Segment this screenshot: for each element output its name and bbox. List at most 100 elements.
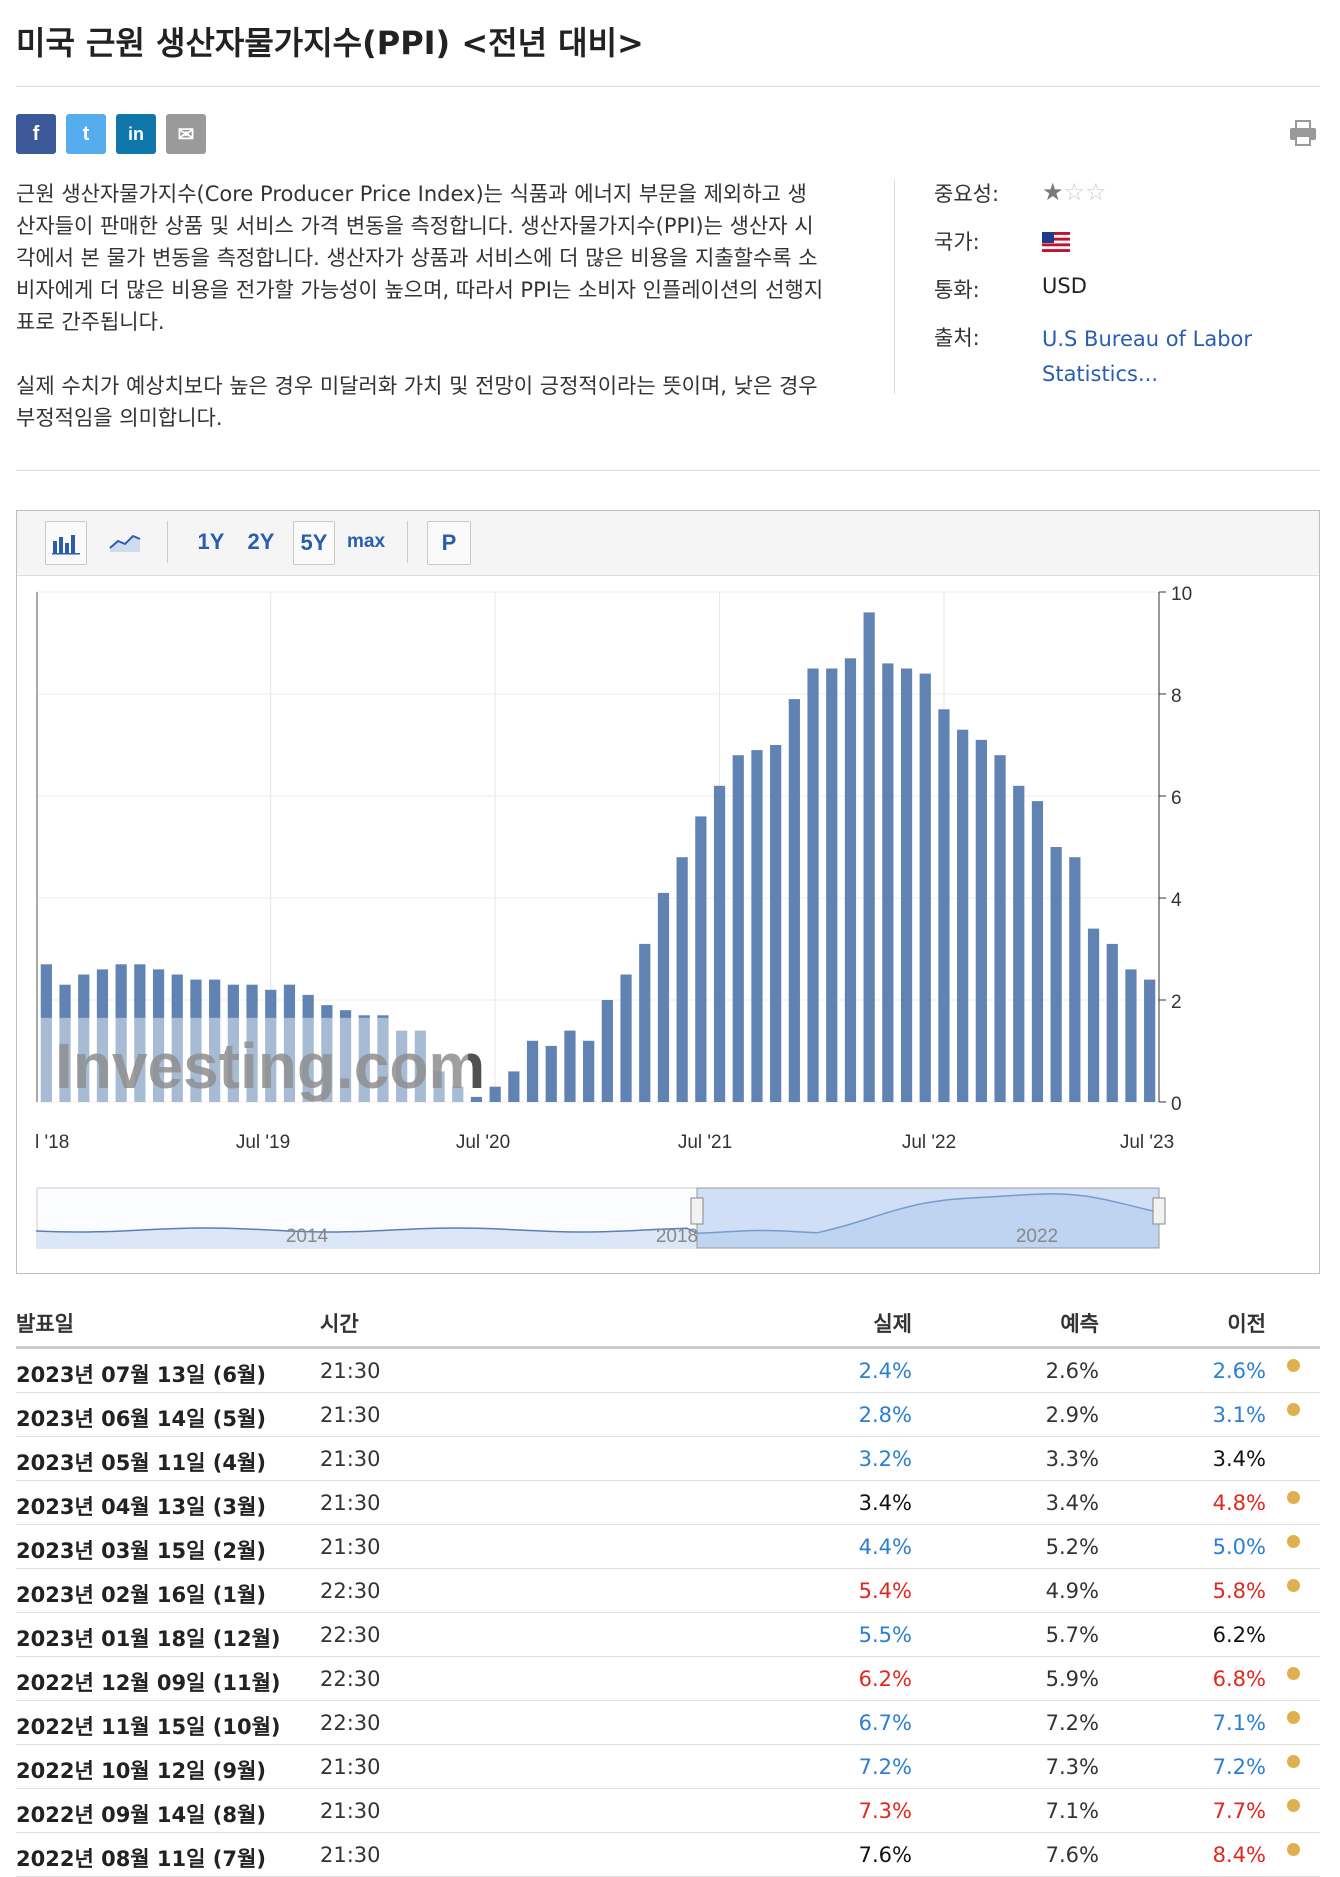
column-header-actual: 실제 (873, 1312, 912, 1336)
release-time: 22:30 (320, 1711, 381, 1735)
toolbar-separator (407, 521, 408, 563)
navigator-handle-left[interactable] (690, 1197, 704, 1225)
previous-value: 6.2% (1212, 1623, 1266, 1647)
previous-value: 5.0% (1212, 1535, 1266, 1559)
chart-panel: 1Y 2Y 5Y max P 0 2 4 6 8 10 Investing.com l '18… (16, 510, 1320, 1274)
actual-value: 5.5% (858, 1623, 912, 1647)
revised-indicator-icon (1287, 1359, 1300, 1372)
forecast-value: 5.9% (1045, 1667, 1099, 1691)
email-share-button[interactable]: ✉ (166, 114, 206, 154)
bar (695, 816, 707, 1102)
previous-value: 8.4% (1212, 1843, 1266, 1867)
bar (452, 1086, 464, 1102)
actual-value: 6.2% (858, 1667, 912, 1691)
table-body: 2023년 07월 13일 (6월) 21:30 2.4% 2.6% 2.6% 2023년… (16, 1349, 1320, 1877)
bar-chart-icon (52, 535, 80, 555)
release-time: 21:30 (320, 1535, 381, 1559)
bar (152, 969, 165, 1102)
previous-value: 7.2% (1212, 1755, 1266, 1779)
p-button[interactable]: P (427, 521, 471, 565)
bar (508, 1071, 520, 1102)
bar (1144, 979, 1156, 1102)
bar (863, 612, 875, 1102)
actual-value: 7.2% (858, 1755, 912, 1779)
range-5y-button[interactable]: 5Y (293, 521, 335, 565)
release-time: 21:30 (320, 1447, 381, 1471)
range-2y-button[interactable]: 2Y (247, 529, 275, 554)
divider (16, 86, 1320, 87)
bar (302, 994, 314, 1102)
twitter-icon: t (82, 122, 90, 145)
navigator-selection[interactable] (696, 1187, 1160, 1249)
star-icon: ★ (1042, 178, 1064, 206)
release-date: 2022년 10월 12일 (9월) (16, 1759, 266, 1783)
bar (1031, 801, 1044, 1102)
bar (657, 892, 670, 1102)
navigator-label: 2018 (656, 1226, 698, 1247)
bar (844, 658, 857, 1102)
release-time: 22:30 (320, 1667, 381, 1691)
table-row: 2022년 08월 11일 (7월) 21:30 7.6% 7.6% 8.4% (16, 1833, 1320, 1877)
actual-value: 3.4% (858, 1491, 912, 1515)
x-tick-label: l '18 (35, 1132, 69, 1153)
twitter-share-button[interactable]: t (66, 114, 106, 154)
range-1y-button[interactable]: 1Y (197, 529, 225, 554)
bar (1050, 847, 1062, 1102)
range-max-button[interactable]: max (346, 531, 386, 552)
line-chart-button[interactable] (105, 521, 145, 563)
table-row: 2023년 01월 18일 (12월) 22:30 5.5% 5.7% 6.2% (16, 1613, 1320, 1657)
release-date: 2022년 08월 11일 (7월) (16, 1847, 266, 1871)
bar (115, 964, 127, 1102)
divider (16, 470, 1320, 471)
x-tick-label: Jul '21 (678, 1132, 732, 1153)
previous-value: 5.8% (1212, 1579, 1266, 1603)
release-time: 21:30 (320, 1843, 381, 1867)
release-date: 2022년 09월 14일 (8월) (16, 1803, 266, 1827)
revised-indicator-icon (1287, 1711, 1300, 1724)
table-row: 2022년 11월 15일 (10월) 22:30 6.7% 7.2% 7.1% (16, 1701, 1320, 1745)
country-label: 국가: (934, 230, 980, 254)
table-row: 2023년 02월 16일 (1월) 22:30 5.4% 4.9% 5.8% (16, 1569, 1320, 1613)
bar-chart-button[interactable] (45, 521, 87, 565)
linkedin-share-button[interactable]: in (116, 114, 156, 154)
bar (96, 969, 109, 1102)
bar (807, 668, 819, 1102)
table-row: 2022년 10월 12일 (9월) 21:30 7.2% 7.3% 7.2% (16, 1745, 1320, 1789)
navigator-label: 2014 (286, 1226, 329, 1247)
bar (489, 1086, 501, 1102)
forecast-value: 3.4% (1045, 1491, 1099, 1515)
x-tick-label: Jul '22 (902, 1132, 956, 1153)
actual-value: 4.4% (858, 1535, 912, 1559)
revised-indicator-icon (1287, 1403, 1300, 1416)
print-button[interactable] (1288, 118, 1318, 152)
star-icon: ☆ (1085, 178, 1107, 206)
column-header-forecast: 예측 (1060, 1312, 1099, 1336)
x-tick-label: Jul '23 (1120, 1132, 1174, 1153)
facebook-share-button[interactable]: f (16, 114, 56, 154)
print-icon (1290, 120, 1316, 146)
facebook-icon: f (32, 122, 40, 145)
currency-value: USD (1042, 274, 1087, 298)
actual-value: 3.2% (858, 1447, 912, 1471)
watermark-logo: Investing.com (55, 1030, 485, 1102)
column-header-previous: 이전 (1227, 1312, 1266, 1336)
bar (339, 1010, 352, 1102)
release-time: 21:30 (320, 1359, 381, 1383)
toolbar-separator (167, 521, 168, 563)
bar (938, 709, 950, 1102)
bar (900, 668, 913, 1102)
forecast-value: 7.2% (1045, 1711, 1099, 1735)
previous-value: 7.7% (1212, 1799, 1266, 1823)
release-time: 21:30 (320, 1491, 381, 1515)
bar (227, 984, 239, 1102)
bar (882, 663, 894, 1102)
y-tick-label: 4 (1171, 890, 1182, 911)
bar (975, 739, 987, 1102)
x-tick-label: Jul '20 (456, 1132, 510, 1153)
importance-stars: ★☆☆ (1042, 178, 1107, 226)
bar (1013, 785, 1025, 1102)
revised-indicator-icon (1287, 1755, 1300, 1768)
navigator-handle-right[interactable] (1152, 1197, 1166, 1225)
indicator-meta: 중요성: ★☆☆ 국가: 통화: USD 출처: U.S Bureau of L… (934, 178, 1272, 386)
source-link[interactable]: U.S Bureau of Labor Statistics... (1042, 327, 1253, 386)
